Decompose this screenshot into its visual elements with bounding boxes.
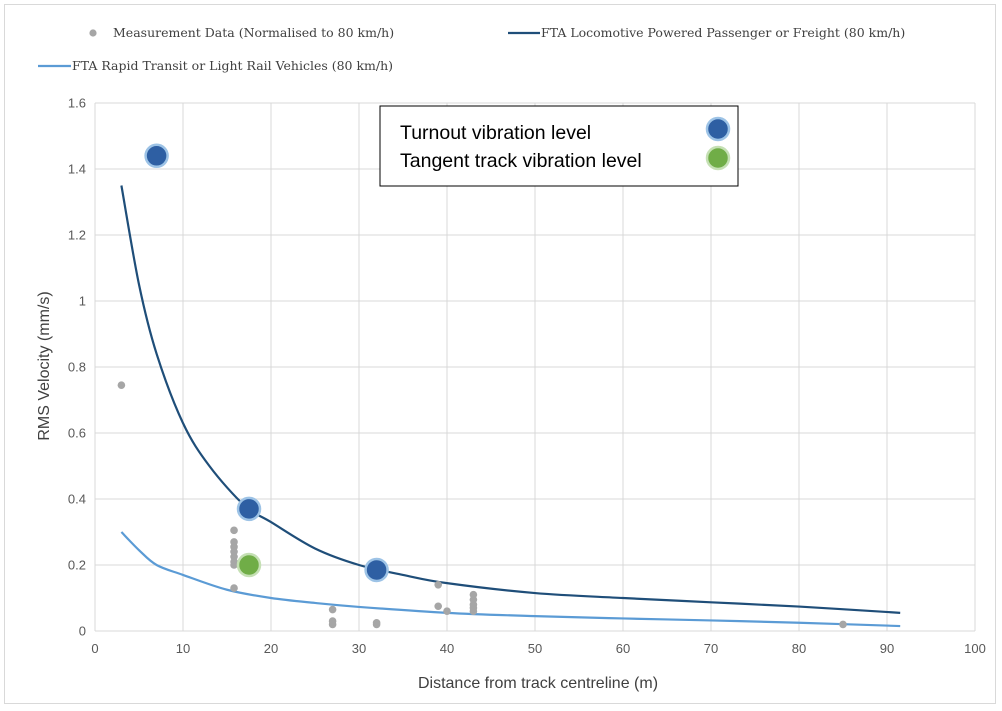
inset-tangent-label: Tangent track vibration level <box>400 150 642 172</box>
y-tick-label: 1.6 <box>68 96 86 111</box>
y-tick-label: 0.8 <box>68 360 86 375</box>
tangent-marker <box>236 552 262 578</box>
x-tick-label: 40 <box>440 641 454 656</box>
y-tick-label: 0.6 <box>68 426 86 441</box>
measurement-point <box>434 602 443 611</box>
turnout-marker <box>236 496 262 522</box>
x-tick-label: 30 <box>352 641 366 656</box>
series-lines <box>120 185 901 628</box>
measurement-point <box>443 607 451 615</box>
inset-tangent-marker <box>705 145 731 171</box>
highlight-markers <box>144 143 389 583</box>
inset-turnout-marker <box>705 116 731 142</box>
x-tick-label: 10 <box>176 641 190 656</box>
measurement-point <box>372 620 381 629</box>
x-tick-label: 50 <box>528 641 542 656</box>
y-tick-label: 1.4 <box>68 162 86 177</box>
measurement-point <box>230 584 238 592</box>
turnout-marker <box>144 143 169 169</box>
x-tick-label: 0 <box>91 641 98 656</box>
x-tick-label: 100 <box>964 641 986 656</box>
y-tick-label: 0 <box>79 624 86 639</box>
measurement-points <box>117 381 847 629</box>
measurement-point <box>328 620 337 629</box>
y-tick-label: 1 <box>79 294 86 309</box>
inset-turnout-label: Turnout vibration level <box>400 122 591 144</box>
legend-measurement-label: Measurement Data (Normalised to 80 km/h) <box>113 25 394 40</box>
x-tick-label: 20 <box>264 641 278 656</box>
x-axis-title: Distance from track centreline (m) <box>418 675 658 692</box>
measurement-point <box>328 605 337 614</box>
legend-fta-rapid-label: FTA Rapid Transit or Light Rail Vehicles… <box>72 58 393 73</box>
x-tick-label: 60 <box>616 641 630 656</box>
inset-legend-box <box>379 105 739 187</box>
x-tick-label: 80 <box>792 641 806 656</box>
measurement-point <box>469 607 478 615</box>
measurement-point <box>839 620 847 629</box>
legend-fta-loco-label: FTA Locomotive Powered Passenger or Frei… <box>541 25 905 40</box>
x-tick-label: 90 <box>880 641 894 656</box>
measurement-point <box>230 526 238 535</box>
top-legend: Measurement Data (Normalised to 80 km/h)… <box>38 25 905 73</box>
tick-labels: 0 10 20 30 40 50 60 70 80 90 100 0 0.2 0.4 0.6 0.8 1 1.2 1… <box>68 96 986 657</box>
fta-loco-line <box>120 185 901 614</box>
measurement-point <box>230 561 238 569</box>
inset-legend: Turnout vibration level Tangent track vi… <box>379 105 739 187</box>
measurement-point <box>434 581 443 589</box>
x-tick-label: 70 <box>704 641 718 656</box>
measurement-point <box>117 381 126 389</box>
legend-measurement-marker <box>89 29 97 37</box>
fta-rapid-line <box>120 531 901 628</box>
y-tick-label: 1.2 <box>68 228 86 243</box>
turnout-marker <box>364 557 389 583</box>
y-tick-label: 0.2 <box>68 558 86 573</box>
y-tick-label: 0.4 <box>68 492 86 507</box>
y-axis-title: RMS Velocity (mm/s) <box>36 291 53 440</box>
